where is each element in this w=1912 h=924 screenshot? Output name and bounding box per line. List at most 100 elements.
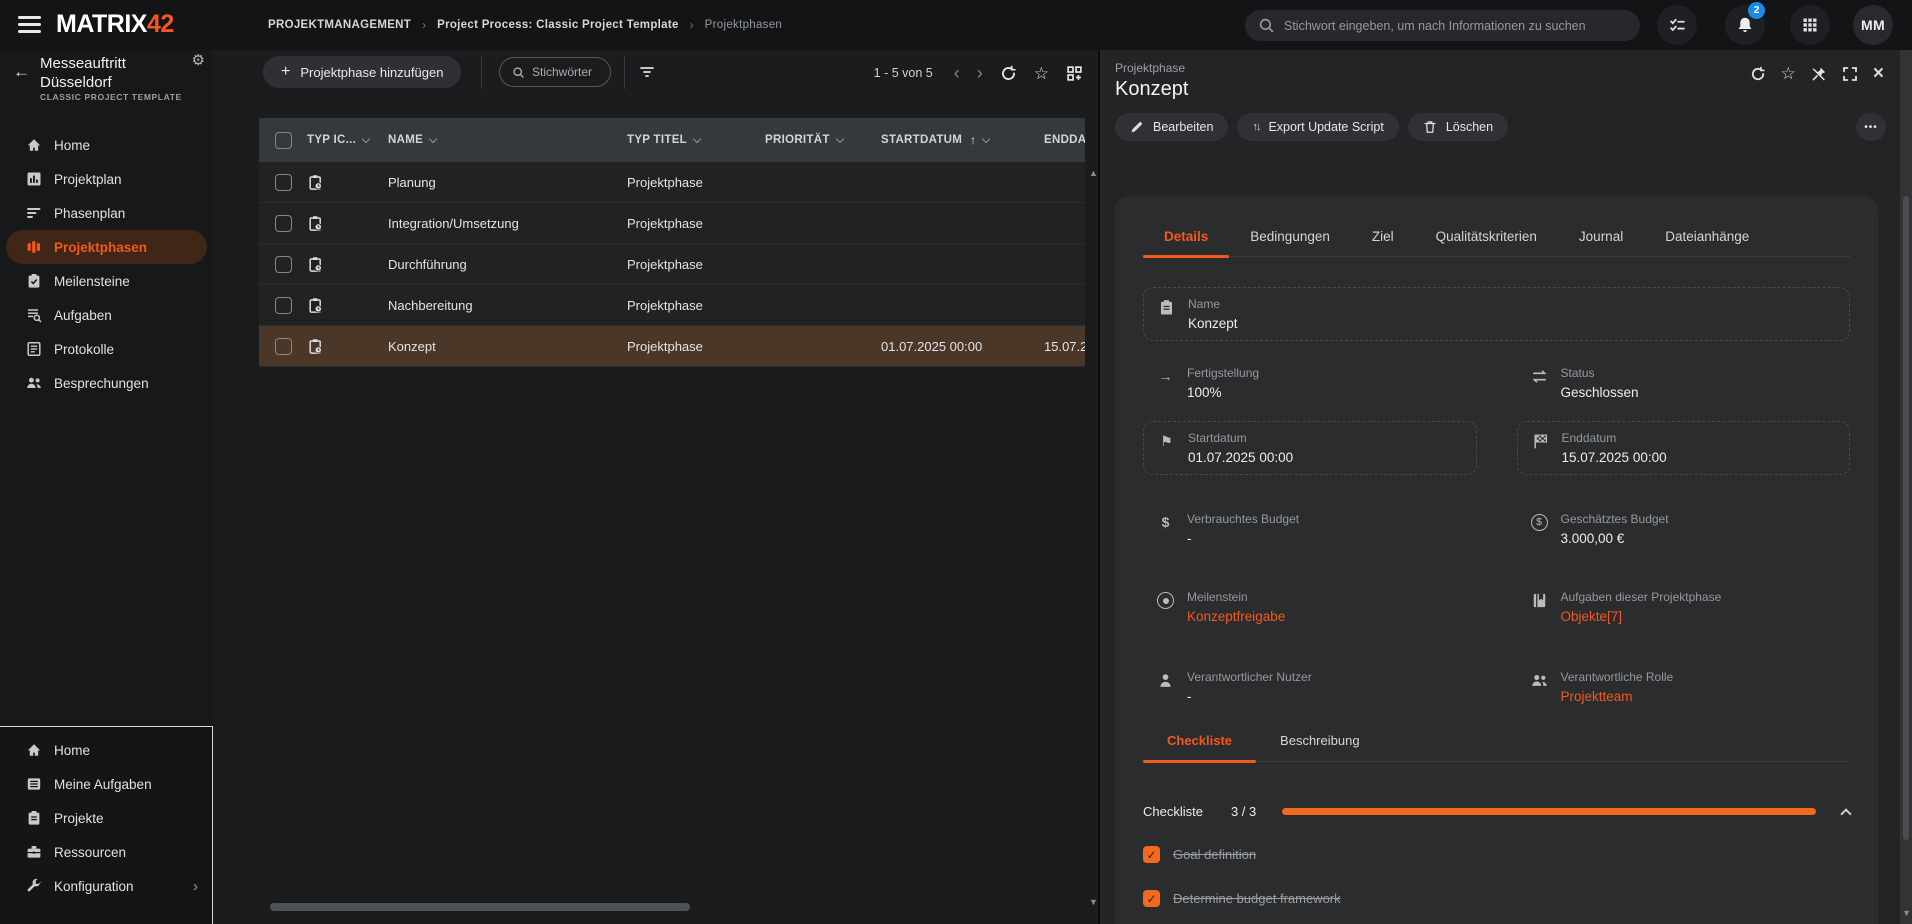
tab-details[interactable]: Details bbox=[1143, 229, 1230, 258]
phases-bars-icon bbox=[27, 241, 40, 253]
bottom-nav-ressourcen[interactable]: Ressourcen bbox=[0, 835, 212, 869]
scroll-up-icon[interactable]: ▲ bbox=[1089, 168, 1098, 178]
export-update-script-button[interactable]: ↑↓ Export Update Script bbox=[1237, 113, 1399, 141]
scroll-down-icon[interactable]: ▼ bbox=[1089, 897, 1098, 907]
field-enddatum[interactable]: Enddatum 15.07.2025 00:00 bbox=[1516, 421, 1850, 475]
tab-journal[interactable]: Journal bbox=[1578, 229, 1624, 244]
cell-name: Durchführung bbox=[388, 256, 467, 272]
sidebar-item-phasenplan[interactable]: Phasenplan bbox=[0, 196, 213, 230]
checklist-icon bbox=[1669, 18, 1685, 31]
table-row[interactable]: Durchführung Projektphase bbox=[259, 244, 1085, 285]
detail-tabs: Details Bedingungen Ziel Qualitätskriter… bbox=[1143, 229, 1850, 258]
list-pager: 1 - 5 von 5 ‹ › ☆ bbox=[874, 50, 1083, 96]
column-header-startdatum[interactable]: STARTDATUM ↑ bbox=[881, 133, 1044, 147]
horizontal-scrollbar[interactable] bbox=[270, 903, 690, 911]
projects-clipboard-icon bbox=[28, 811, 40, 825]
add-projektphase-button[interactable]: + Projektphase hinzufügen bbox=[263, 56, 462, 88]
sidebar-header: ← Messeauftritt Düsseldorf CLASSIC PROJE… bbox=[0, 50, 213, 105]
unpin-icon[interactable] bbox=[1811, 66, 1827, 82]
pencil-icon bbox=[1131, 121, 1143, 133]
column-header-name[interactable]: NAME bbox=[388, 134, 627, 146]
global-search-input[interactable]: Stichwort eingeben, um nach Informatione… bbox=[1245, 10, 1640, 41]
protocol-document-icon bbox=[27, 342, 41, 356]
row-checkbox[interactable] bbox=[259, 296, 307, 314]
tab-ziel[interactable]: Ziel bbox=[1371, 229, 1394, 244]
row-checkbox[interactable] bbox=[259, 214, 307, 232]
close-icon[interactable]: × bbox=[1872, 63, 1884, 84]
row-checkbox[interactable] bbox=[259, 255, 307, 273]
more-options-button[interactable]: ••• bbox=[1856, 113, 1886, 141]
bottom-nav-meine-aufgaben[interactable]: Meine Aufgaben bbox=[0, 767, 212, 801]
fullscreen-icon[interactable] bbox=[1842, 66, 1858, 82]
column-header-enddatum[interactable]: ENDDATUM bbox=[1044, 134, 1085, 146]
hamburger-menu-icon[interactable] bbox=[18, 16, 41, 33]
checkbox-checked[interactable]: ✓ bbox=[1143, 846, 1160, 863]
sidebar-item-besprechungen[interactable]: Besprechungen bbox=[0, 366, 213, 400]
table-row[interactable]: Integration/Umsetzung Projektphase bbox=[259, 203, 1085, 244]
bottom-nav-projekte[interactable]: Projekte bbox=[0, 801, 212, 835]
bottom-nav-konfiguration[interactable]: Konfiguration › bbox=[0, 869, 212, 903]
subtab-checkliste[interactable]: Checkliste bbox=[1143, 733, 1257, 763]
sidebar-item-home[interactable]: Home bbox=[0, 128, 213, 162]
projektteam-link[interactable]: Projektteam bbox=[1560, 689, 1633, 704]
field-startdatum[interactable]: ⚑ Startdatum 01.07.2025 00:00 bbox=[1143, 421, 1477, 475]
tab-qualitaetskriterien[interactable]: Qualitätskriterien bbox=[1435, 229, 1537, 244]
user-avatar[interactable]: MM bbox=[1853, 5, 1893, 45]
checkbox-checked[interactable]: ✓ bbox=[1143, 890, 1160, 907]
bottom-nav-home[interactable]: Home bbox=[0, 733, 212, 767]
layout-add-icon[interactable] bbox=[1066, 65, 1083, 82]
sidebar-item-projektplan[interactable]: Projektplan bbox=[0, 162, 213, 196]
detail-panel: Projektphase Konzept ☆ × Bearbeiten ↑↓ E… bbox=[1098, 50, 1912, 924]
aufgaben-objekte-link[interactable]: Objekte[7] bbox=[1560, 609, 1623, 624]
select-all-checkbox[interactable] bbox=[259, 131, 307, 149]
column-header-typ-titel[interactable]: TYP TITEL bbox=[627, 134, 765, 146]
refresh-icon[interactable] bbox=[1750, 66, 1766, 82]
chevron-down-icon bbox=[361, 134, 371, 143]
filter-icon[interactable] bbox=[638, 64, 656, 80]
keyword-search-placeholder: Stichwörter bbox=[532, 65, 593, 79]
tab-bedingungen[interactable]: Bedingungen bbox=[1250, 229, 1330, 244]
app-grid-button[interactable] bbox=[1790, 5, 1830, 45]
row-checkbox[interactable] bbox=[259, 337, 307, 355]
tab-dateianhaenge[interactable]: Dateianhänge bbox=[1665, 229, 1750, 244]
page-prev-icon[interactable]: ‹ bbox=[953, 63, 960, 83]
sidebar-item-meilensteine[interactable]: Meilensteine bbox=[0, 264, 213, 298]
chevron-down-icon bbox=[982, 134, 991, 143]
collapse-chevron-up-icon[interactable] bbox=[1840, 807, 1852, 820]
edit-button[interactable]: Bearbeiten bbox=[1115, 113, 1229, 141]
table-row[interactable]: Planung Projektphase bbox=[259, 162, 1085, 203]
keyword-search-input[interactable]: Stichwörter bbox=[499, 57, 611, 87]
column-header-typ-icon[interactable]: TYP IC... bbox=[307, 134, 388, 146]
refresh-icon[interactable] bbox=[1000, 65, 1017, 82]
gear-icon[interactable]: ⚙ bbox=[191, 52, 205, 69]
sidebar-item-protokolle[interactable]: Protokolle bbox=[0, 332, 213, 366]
breadcrumb-separator-icon: › bbox=[422, 18, 427, 32]
row-checkbox[interactable] bbox=[259, 173, 307, 191]
table-row[interactable]: Nachbereitung Projektphase bbox=[259, 285, 1085, 326]
favorite-star-icon[interactable]: ☆ bbox=[1780, 64, 1796, 83]
sidebar-item-aufgaben[interactable]: Aufgaben bbox=[0, 298, 213, 332]
field-name[interactable]: Name Konzept bbox=[1143, 287, 1850, 341]
gantt-chart-icon bbox=[27, 172, 41, 186]
column-header-prioritaet[interactable]: PRIORITÄT bbox=[765, 134, 881, 146]
cell-enddatum: 15.07.2025 00:00 bbox=[1044, 338, 1085, 354]
table-row-selected[interactable]: Konzept Projektphase 01.07.2025 00:00 15… bbox=[259, 326, 1085, 367]
tasks-toggle-button[interactable] bbox=[1657, 5, 1697, 45]
projektphase-type-icon bbox=[309, 297, 322, 313]
panel-scrollbar[interactable]: ▼ bbox=[1900, 50, 1912, 924]
panel-scrollbar-thumb[interactable] bbox=[1903, 196, 1909, 840]
subtab-beschreibung[interactable]: Beschreibung bbox=[1280, 733, 1360, 748]
meilenstein-link[interactable]: Konzeptfreigabe bbox=[1187, 609, 1286, 624]
delete-button[interactable]: Löschen bbox=[1407, 113, 1509, 141]
breadcrumb-item[interactable]: Project Process: Classic Project Templat… bbox=[437, 19, 679, 31]
back-arrow-icon[interactable]: ← bbox=[13, 62, 30, 81]
cell-typ-titel: Projektphase bbox=[627, 215, 703, 231]
favorite-star-icon[interactable]: ☆ bbox=[1033, 63, 1049, 83]
phase-lines-icon bbox=[27, 208, 41, 218]
sidebar-item-projektphasen[interactable]: Projektphasen bbox=[6, 230, 207, 264]
scroll-down-icon[interactable]: ▼ bbox=[1902, 908, 1911, 918]
page-next-icon[interactable]: › bbox=[976, 63, 983, 83]
breadcrumb-item[interactable]: PROJEKTMANAGEMENT bbox=[268, 19, 412, 31]
cell-typ-titel: Projektphase bbox=[627, 338, 703, 354]
